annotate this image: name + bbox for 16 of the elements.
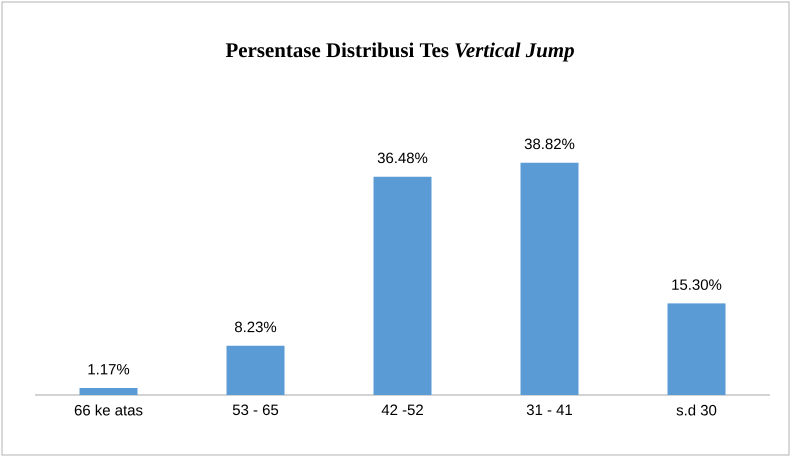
x-tick-label: 53 - 65 — [232, 404, 278, 416]
bar — [226, 346, 285, 395]
bar — [668, 303, 726, 395]
x-tick-label: 66 ke atas — [74, 404, 142, 416]
x-tick-label: 31 - 41 — [526, 404, 572, 416]
x-tick-label: 42 -52 — [382, 404, 423, 416]
data-label: 8.23% — [234, 322, 276, 332]
data-label: 1.17% — [88, 364, 130, 374]
data-label: 38.82% — [524, 138, 574, 150]
bar — [374, 176, 432, 395]
x-tick-label: s.d 30 — [676, 404, 716, 416]
bar — [520, 162, 579, 395]
chart-title: Persentase Distribusi Tes Vertical Jump — [226, 42, 574, 62]
data-label: 36.48% — [378, 152, 428, 164]
bar — [80, 388, 138, 395]
data-label: 15.30% — [672, 279, 722, 290]
